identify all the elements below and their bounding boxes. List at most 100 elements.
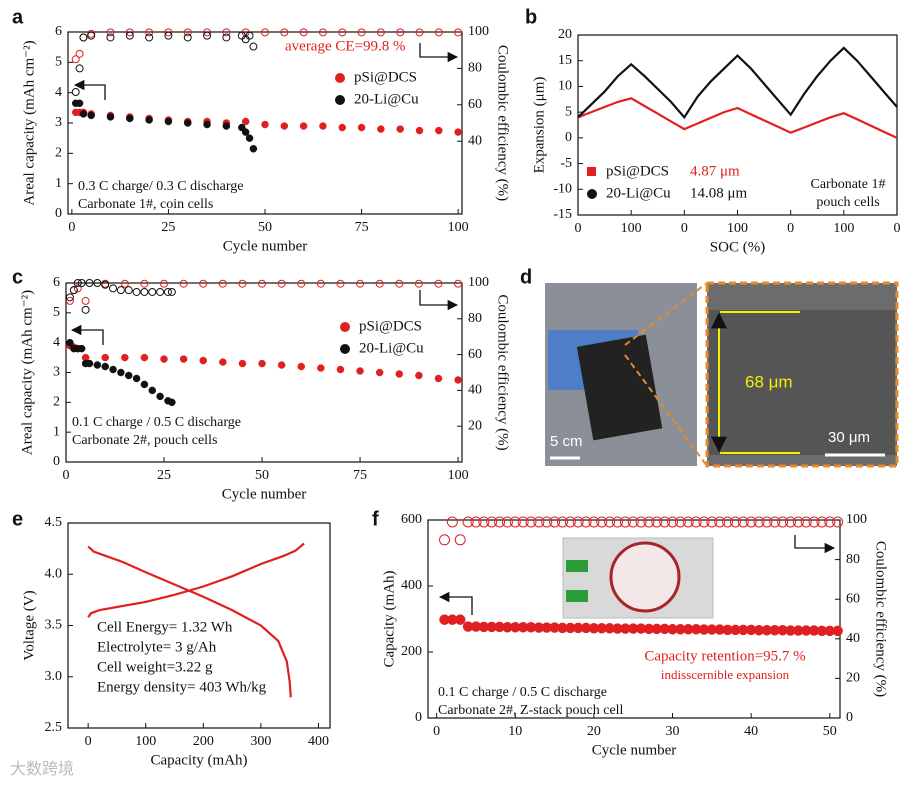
point: [241, 117, 250, 126]
y-tick-label: 15: [558, 53, 572, 68]
legend-label: 20-Li@Cu: [354, 91, 419, 107]
point: [338, 28, 347, 37]
point: [611, 516, 623, 528]
point: [85, 359, 94, 368]
point: [145, 28, 154, 37]
point: [318, 28, 327, 37]
point: [106, 33, 115, 42]
point: [87, 111, 95, 120]
point: [140, 380, 149, 389]
y-tick-label: 2: [53, 395, 60, 410]
point: [580, 516, 592, 528]
y-tick-label: 4: [55, 85, 62, 100]
x-tick-label: 20: [587, 724, 601, 739]
x-tick-label: 40: [744, 724, 758, 739]
y2-axis-title: Coulombic efficiency (%): [495, 294, 511, 450]
point: [722, 516, 734, 528]
point: [120, 279, 129, 288]
legend-label: pSi@DCS: [359, 318, 422, 334]
photo-label: 68 μm: [745, 372, 793, 391]
legend-note: 4.87 μm: [690, 163, 740, 179]
y-tick-label: -15: [553, 207, 572, 222]
y2-tick-label: 40: [846, 631, 860, 646]
point: [75, 99, 84, 108]
y2-tick-label: 80: [468, 61, 482, 76]
point: [478, 516, 490, 528]
axis-arrow: [438, 591, 473, 615]
point: [160, 279, 169, 288]
x-tick-label: 0: [787, 221, 794, 236]
y2-tick-label: 40: [468, 383, 482, 398]
point: [435, 126, 443, 135]
point: [564, 516, 576, 528]
point: [800, 516, 812, 528]
point: [572, 516, 584, 528]
electrode: [576, 334, 663, 441]
point: [163, 287, 172, 296]
point: [93, 279, 102, 287]
zoom-line: [624, 354, 708, 467]
y-tick-label: 6: [53, 275, 60, 290]
point: [434, 279, 443, 288]
point: [238, 359, 247, 368]
y2-tick-label: 0: [846, 710, 853, 725]
y2-tick-label: 60: [846, 591, 860, 606]
point: [357, 28, 366, 37]
point: [81, 296, 90, 305]
point: [222, 28, 231, 37]
y-tick-label: 3: [55, 115, 62, 130]
y2-tick-label: 80: [846, 552, 860, 567]
point: [619, 516, 631, 528]
highlight: indisscernible expansion: [661, 667, 790, 682]
point: [81, 305, 90, 314]
y-axis-title: Voltage (V): [21, 590, 37, 660]
photo-label: 30 μm: [828, 429, 870, 446]
point: [777, 516, 789, 528]
point: [79, 33, 88, 42]
point: [667, 516, 679, 528]
annotation: Cell weight=3.22 g: [97, 659, 213, 675]
point: [375, 279, 384, 288]
point: [454, 614, 466, 625]
point: [125, 28, 134, 37]
point: [101, 353, 109, 362]
annotation: 0.1 C charge / 0.5 C discharge: [72, 415, 241, 430]
point: [156, 287, 165, 296]
sem-layer: [709, 310, 895, 455]
point: [183, 119, 192, 127]
point: [93, 361, 102, 369]
x-tick-label: 50: [258, 220, 272, 235]
point: [533, 516, 545, 528]
y-tick-label: 1: [55, 176, 62, 191]
point: [183, 28, 192, 37]
point: [356, 367, 364, 375]
point: [71, 55, 80, 64]
point: [375, 368, 384, 377]
point: [203, 31, 212, 40]
x-tick-label: 200: [193, 734, 214, 749]
point: [203, 120, 211, 129]
y-tick-label: -5: [560, 156, 572, 171]
point: [261, 28, 269, 37]
point: [218, 279, 227, 288]
panel-letter: d: [520, 266, 532, 288]
x-tick-label: 25: [157, 468, 171, 483]
point: [126, 114, 134, 123]
point: [509, 516, 521, 528]
point: [396, 125, 404, 133]
panel-letter: f: [372, 508, 379, 530]
point: [156, 392, 164, 401]
y2-axis-title: Coulombic efficiency (%): [873, 541, 889, 697]
panel-letter: c: [12, 266, 23, 288]
point: [316, 279, 325, 288]
y-tick-label: 3.0: [45, 669, 63, 684]
y-tick-label: 10: [558, 79, 572, 94]
legend-marker: [340, 344, 350, 354]
line: [577, 97, 898, 139]
y-tick-label: 4: [53, 335, 60, 350]
point: [470, 516, 482, 528]
y-tick-label: 5: [55, 55, 62, 70]
point: [357, 123, 366, 132]
point: [179, 279, 188, 288]
x-tick-label: 100: [135, 734, 156, 749]
